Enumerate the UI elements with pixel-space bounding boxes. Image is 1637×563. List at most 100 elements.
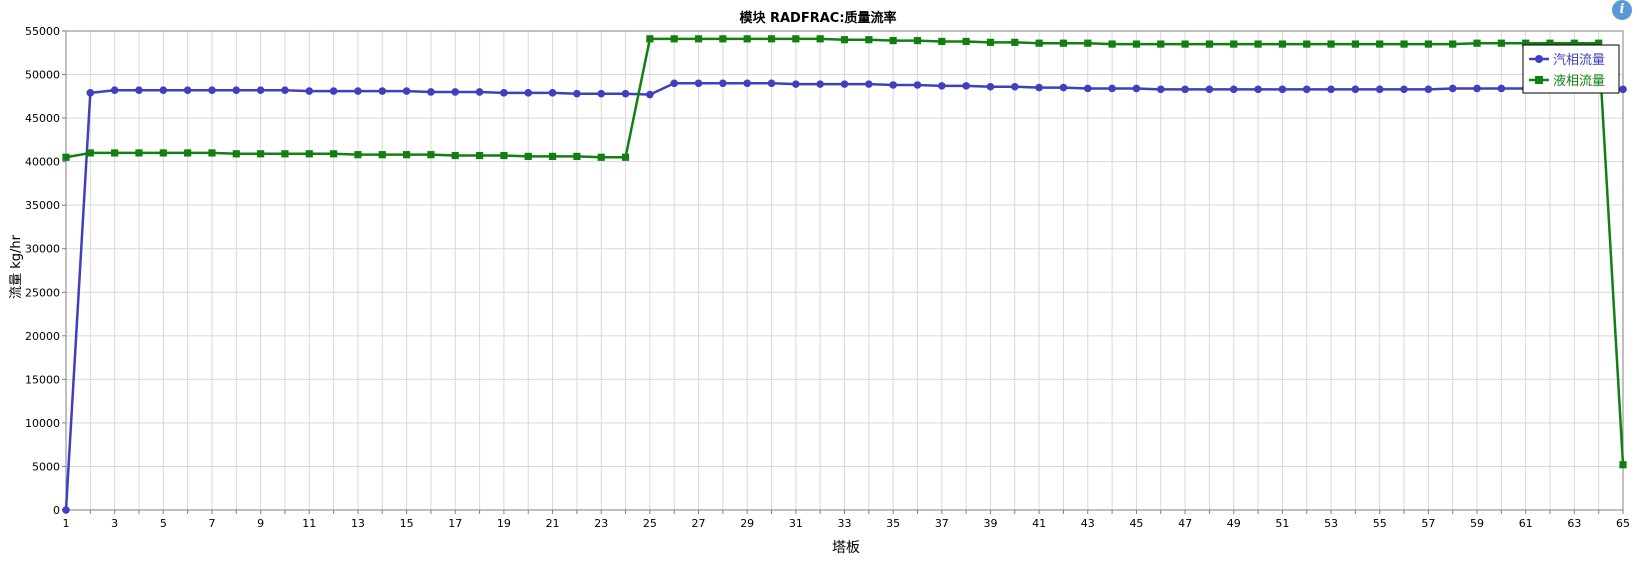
data-point xyxy=(913,36,922,45)
data-point xyxy=(500,89,508,97)
data-point xyxy=(451,151,459,160)
x-tick-label: 31 xyxy=(789,517,803,530)
data-point xyxy=(865,80,873,88)
data-point xyxy=(1035,39,1043,47)
data-point xyxy=(792,35,800,43)
data-point xyxy=(208,149,216,157)
data-point xyxy=(62,506,70,514)
x-axis: 1 3 5 7 9 11 13 15 17 19 21 23 25 27 29 31 33 35 37 39 41 43 4… xyxy=(63,510,1630,530)
data-point xyxy=(548,152,557,161)
data-point xyxy=(1619,461,1627,469)
data-point xyxy=(281,150,289,158)
data-point xyxy=(1473,39,1481,47)
data-point xyxy=(1619,85,1627,94)
data-point xyxy=(159,86,168,95)
y-tick-label: 15000 xyxy=(25,373,60,386)
data-point xyxy=(1035,83,1043,92)
data-point xyxy=(840,80,849,88)
data-point xyxy=(135,149,143,157)
data-point xyxy=(767,35,776,43)
y-tick-label: 0 xyxy=(53,504,60,517)
data-point xyxy=(1230,40,1238,48)
data-point xyxy=(159,149,167,157)
data-point xyxy=(1351,85,1360,94)
data-point xyxy=(913,81,922,89)
data-point xyxy=(694,79,703,88)
data-point xyxy=(889,36,897,45)
data-point xyxy=(743,35,751,43)
data-point xyxy=(1181,85,1189,94)
data-point xyxy=(232,150,240,158)
data-point xyxy=(1327,85,1335,94)
data-point xyxy=(1302,85,1311,94)
data-point xyxy=(451,88,460,96)
data-point xyxy=(1108,40,1116,48)
data-point xyxy=(402,151,411,159)
x-tick-label: 3 xyxy=(111,517,118,530)
x-tick-label: 33 xyxy=(838,517,852,530)
x-tick-label: 21 xyxy=(546,517,560,530)
data-point xyxy=(1473,84,1481,93)
y-axis-title: 流量 kg/hr xyxy=(9,234,24,299)
x-tick-label: 53 xyxy=(1324,517,1338,530)
legend-marker xyxy=(1535,76,1543,84)
data-point xyxy=(110,86,119,95)
x-tick-label: 35 xyxy=(886,517,900,530)
data-point xyxy=(1083,84,1092,93)
data-point xyxy=(573,89,581,98)
x-tick-label: 27 xyxy=(692,517,706,530)
y-tick-label: 30000 xyxy=(25,243,60,256)
data-point xyxy=(1546,39,1554,47)
data-point xyxy=(840,36,849,44)
data-point xyxy=(670,35,678,43)
data-point xyxy=(524,89,533,97)
data-point xyxy=(1497,84,1506,93)
legend-item[interactable]: 液相流量 xyxy=(1529,74,1605,89)
x-axis-title: 塔板 xyxy=(832,540,860,556)
data-point xyxy=(1448,84,1457,93)
data-point xyxy=(183,86,192,95)
x-tick-label: 1 xyxy=(63,517,70,530)
y-tick-label: 25000 xyxy=(25,286,60,299)
series-layer xyxy=(62,35,1627,514)
y-tick-label: 55000 xyxy=(25,25,60,38)
data-point xyxy=(1132,40,1141,48)
info-icon[interactable]: i xyxy=(1612,0,1632,20)
data-point xyxy=(962,82,970,90)
data-point xyxy=(256,86,265,95)
x-tick-label: 19 xyxy=(497,517,511,530)
legend-item[interactable]: 汽相流量 xyxy=(1529,53,1605,68)
data-point xyxy=(1011,38,1019,46)
data-point xyxy=(792,80,800,88)
legend-label: 液相流量 xyxy=(1553,74,1605,89)
data-point xyxy=(1254,85,1262,94)
data-point xyxy=(208,86,216,95)
data-point xyxy=(402,87,411,95)
x-tick-label: 9 xyxy=(257,517,264,530)
data-point xyxy=(378,151,386,159)
data-point xyxy=(1327,40,1335,48)
data-point xyxy=(1570,39,1578,47)
x-tick-label: 39 xyxy=(983,517,997,530)
data-point xyxy=(1156,85,1165,94)
data-point xyxy=(1497,39,1505,47)
data-point xyxy=(1084,39,1092,47)
data-point xyxy=(111,149,119,157)
data-point xyxy=(500,151,508,160)
series-2 xyxy=(62,35,1627,469)
data-point xyxy=(232,86,241,95)
data-point xyxy=(938,82,946,90)
data-point xyxy=(743,79,751,88)
data-point xyxy=(938,37,946,46)
data-point xyxy=(1229,85,1238,94)
data-point xyxy=(646,90,654,99)
data-point xyxy=(597,153,605,161)
data-point xyxy=(354,151,362,159)
data-point xyxy=(1351,40,1359,48)
data-point xyxy=(1522,39,1530,47)
data-point xyxy=(1132,84,1141,93)
x-tick-label: 25 xyxy=(643,517,657,530)
data-point xyxy=(816,80,824,88)
